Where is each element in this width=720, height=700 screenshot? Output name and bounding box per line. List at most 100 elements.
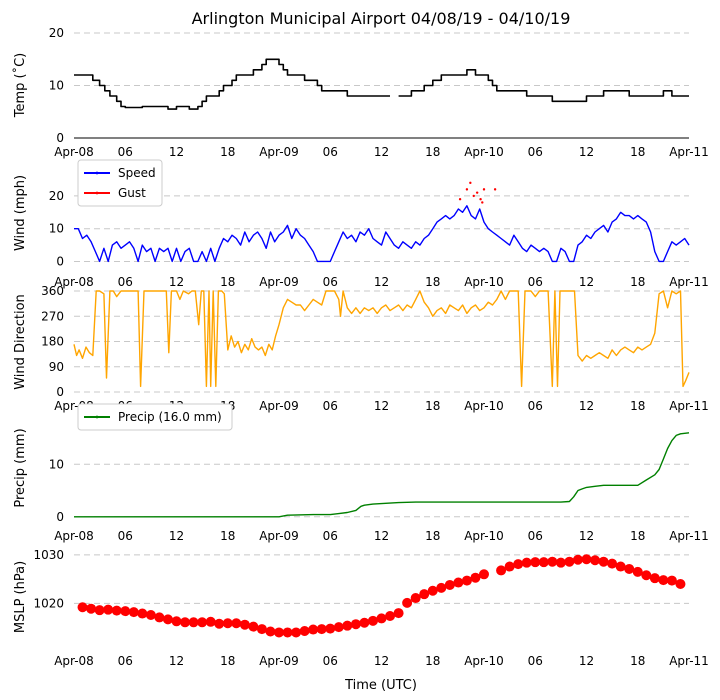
legend-marker (95, 171, 99, 175)
x-tick-label: 12 (169, 145, 184, 159)
mslp-point (274, 627, 284, 638)
x-tick-label: 18 (630, 654, 645, 668)
legend-marker (95, 415, 99, 419)
mslp-point (239, 619, 250, 630)
x-tick-label: Apr-09 (259, 275, 299, 289)
legend-label: Precip (16.0 mm) (118, 410, 222, 424)
mslp-point (410, 593, 421, 604)
mslp-point (521, 557, 532, 568)
mslp-point (496, 565, 507, 576)
x-tick-label: 06 (528, 654, 543, 668)
mslp-point (479, 569, 489, 580)
y-axis-label-direction: Wind Direction (13, 294, 28, 390)
mslp-point (367, 615, 378, 626)
legend-box-precip (77, 403, 233, 431)
x-tick-label: 06 (528, 529, 543, 543)
x-axis-label: Time (UTC) (344, 678, 417, 693)
x-tick-label: 06 (528, 399, 543, 413)
mslp-point (641, 570, 652, 581)
x-tick-label: 18 (425, 654, 440, 668)
mslp-point (402, 597, 413, 608)
chart-title: Arlington Municipal Airport 04/08/19 - 0… (192, 9, 571, 28)
mslp-point (436, 582, 447, 593)
mslp-point (350, 619, 361, 630)
series-line-temp-temp (74, 58, 689, 110)
x-tick-label: 18 (220, 654, 235, 668)
x-tick-label: 12 (579, 529, 594, 543)
x-tick-label: 12 (374, 275, 389, 289)
x-tick-label: 12 (374, 529, 389, 543)
y-tick-label-direction: 0 (56, 385, 64, 399)
legend-label: Speed (118, 166, 156, 180)
x-tick-label: 06 (323, 399, 338, 413)
x-tick-label: 18 (630, 145, 645, 159)
mslp-point (376, 613, 387, 624)
x-tick-label: 06 (118, 145, 133, 159)
x-tick-label: 12 (169, 275, 184, 289)
x-tick-label: 06 (118, 275, 133, 289)
y-tick-label-temp: 20 (49, 26, 64, 40)
mslp-point (231, 618, 242, 629)
y-axis-label-mslp: MSLP (hPa) (13, 561, 28, 633)
mslp-point (188, 617, 199, 628)
mslp-point (572, 554, 583, 565)
mslp-point (453, 577, 464, 588)
y-tick-label-mslp: 1030 (33, 548, 64, 562)
mslp-point (325, 623, 336, 634)
y-tick-label-temp: 0 (56, 131, 64, 145)
mslp-point (444, 579, 455, 590)
x-tick-label: 18 (220, 275, 235, 289)
mslp-point (607, 558, 618, 569)
gust-point (493, 188, 497, 191)
x-tick-label: 12 (169, 654, 184, 668)
x-tick-label: Apr-08 (54, 654, 94, 668)
panel-temp: 0 10 20 Temp (˚C) Apr-08 06 12 18 Apr-09 06 12 18 Ap… (12, 26, 709, 159)
mslp-point (419, 589, 430, 600)
y-tick-label-precip: 0 (56, 510, 64, 524)
gust-point (458, 198, 462, 201)
x-tick-label: 18 (630, 529, 645, 543)
x-tick-label: Apr-09 (259, 145, 299, 159)
mslp-point (120, 606, 131, 617)
mslp-point (154, 612, 165, 623)
x-tick-label: 18 (425, 145, 440, 159)
mslp-point (145, 610, 156, 621)
y-tick-label-direction: 270 (41, 309, 64, 323)
x-tick-label: 18 (220, 529, 235, 543)
y-tick-label-mslp: 1020 (33, 596, 64, 610)
legend-box-wind (77, 159, 163, 207)
x-tick-label: Apr-10 (464, 399, 504, 413)
gust-point (475, 191, 479, 194)
mslp-point (359, 617, 370, 628)
mslp-point (470, 572, 481, 583)
legend-marker (95, 191, 99, 195)
x-tick-label: Apr-09 (259, 654, 299, 668)
panel-precip: 0 10 Precip (mm) Apr-08 06 12 18 Apr-09 06 12 18 Ap… (13, 403, 709, 543)
mslp-point (111, 605, 122, 616)
mslp-point (308, 624, 319, 635)
x-tick-label: 18 (425, 275, 440, 289)
x-tick-label: 06 (528, 145, 543, 159)
x-tick-label: Apr-11 (669, 399, 709, 413)
gust-point (479, 198, 482, 201)
x-tick-label: 06 (323, 654, 338, 668)
x-tick-label: 06 (528, 275, 543, 289)
x-tick-label: 18 (630, 399, 645, 413)
x-tick-label: Apr-10 (464, 275, 504, 289)
gust-point (481, 201, 484, 204)
x-tick-label: Apr-09 (259, 529, 299, 543)
panel-wind: 0 10 20 Wind (mph) Apr-08 06 12 18 Apr-09 06 12 18 A… (13, 159, 709, 289)
mslp-point (291, 627, 302, 638)
mslp-point (427, 585, 438, 596)
x-tick-label: Apr-11 (669, 275, 709, 289)
mslp-point (649, 573, 660, 584)
x-tick-label: 12 (579, 275, 594, 289)
gust-point (472, 194, 475, 198)
x-tick-label: 12 (579, 399, 594, 413)
mslp-point (590, 555, 601, 566)
mslp-point (547, 556, 558, 567)
x-tick-label: 12 (374, 145, 389, 159)
legend-label: Gust (118, 186, 146, 200)
mslp-point (197, 617, 208, 628)
